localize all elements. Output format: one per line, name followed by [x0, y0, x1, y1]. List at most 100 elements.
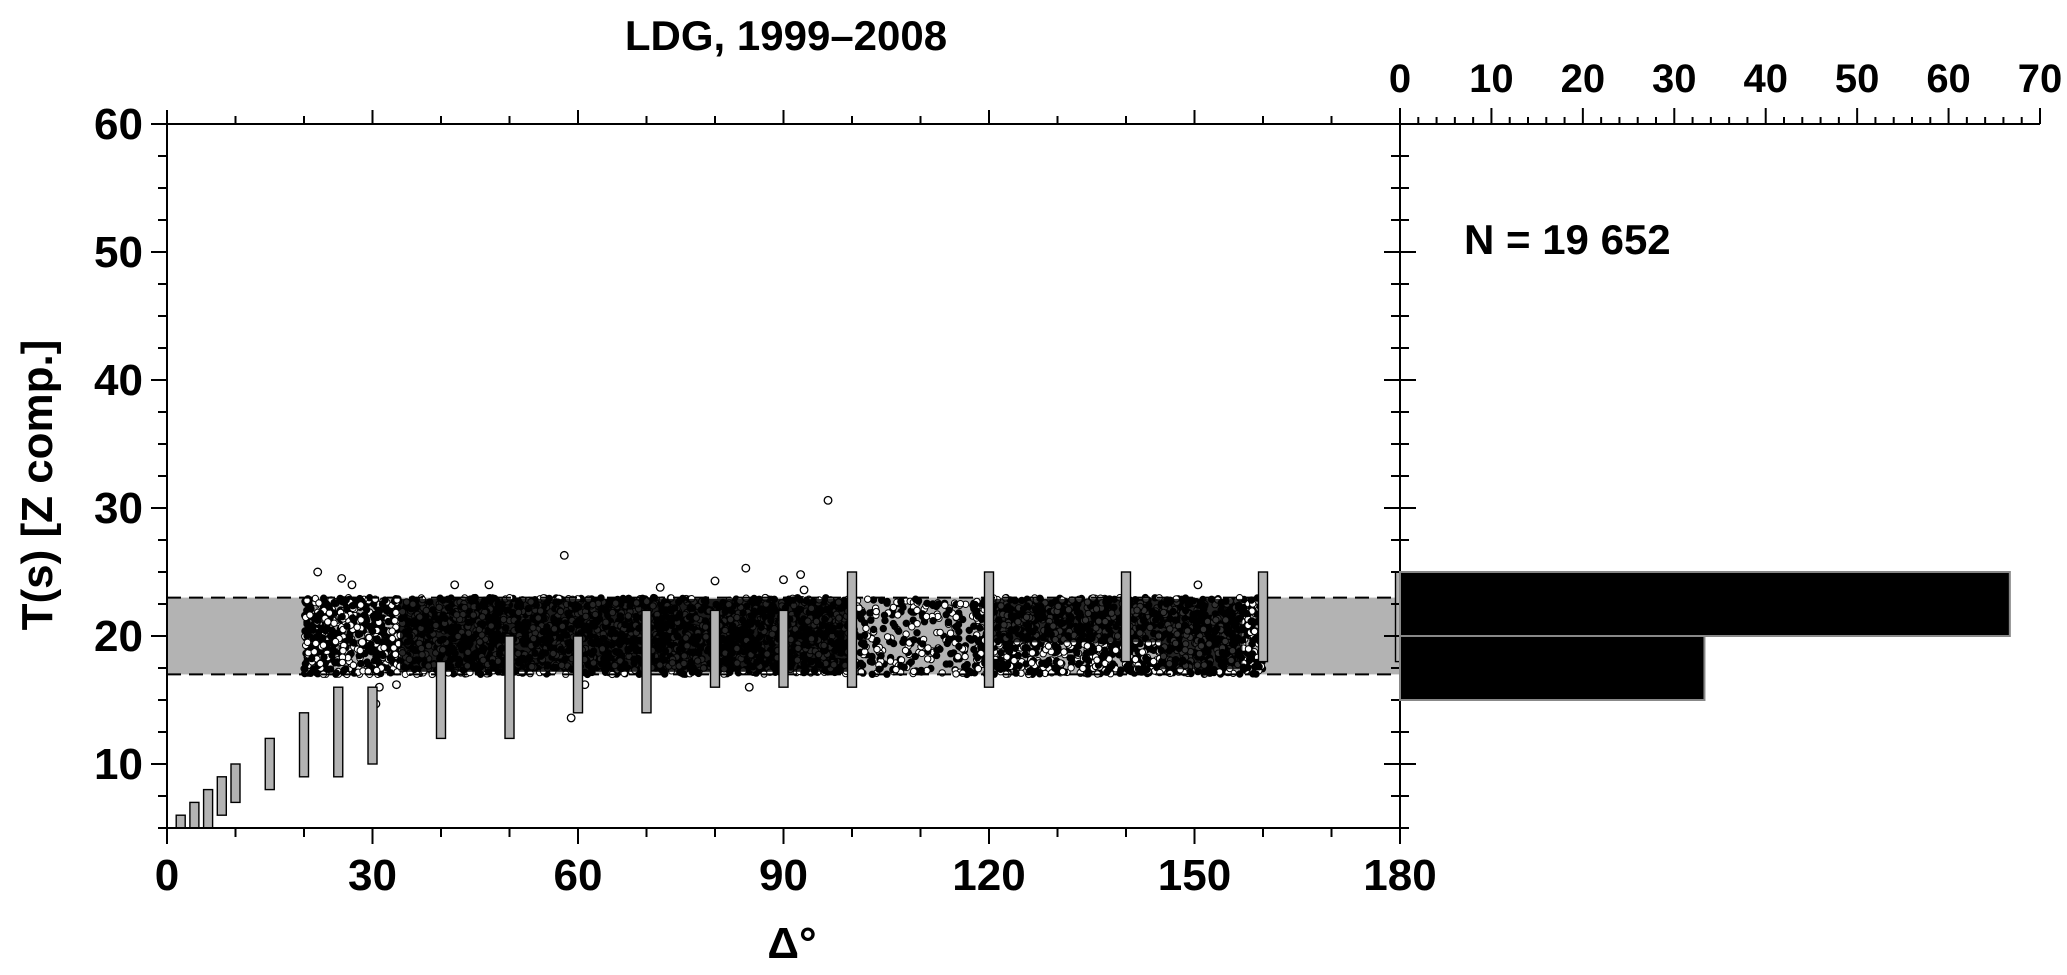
scatter-point: [942, 611, 950, 619]
scatter-point: [883, 633, 892, 641]
scatter-point: [923, 599, 931, 607]
scatter-point: [1021, 650, 1029, 659]
window-bar: [264, 737, 275, 791]
scatter-point: [907, 658, 915, 666]
scatter-point: [860, 631, 869, 639]
scatter-point: [1060, 648, 1068, 656]
scatter-point: [1255, 663, 1263, 671]
scatter-point: [994, 662, 1003, 671]
window-bar: [367, 686, 378, 765]
scatter-point: [315, 599, 323, 607]
scatter-point: [1138, 648, 1147, 656]
scatter-point: [323, 665, 332, 673]
window-bar: [435, 660, 447, 740]
scatter-point: [304, 623, 312, 631]
scatter-point: [324, 618, 332, 626]
scatter-point: [356, 630, 364, 638]
scatter-point: [897, 598, 905, 606]
scatter-core: [1160, 598, 1243, 670]
outlier-point: [566, 713, 576, 723]
scatter-point: [889, 603, 898, 612]
scatter-point: [349, 616, 358, 624]
scatter-point: [380, 626, 388, 634]
scatter-point: [373, 666, 381, 675]
outlier-point: [392, 680, 401, 690]
scatter-point: [965, 626, 973, 634]
scatter-point: [1250, 627, 1259, 636]
scatter-point: [934, 600, 942, 608]
outlier-point: [655, 582, 665, 592]
scatter-point: [313, 669, 321, 677]
scatter-point: [911, 652, 919, 661]
scatter-point: [954, 653, 962, 661]
scatter-point: [357, 616, 365, 624]
scatter-point: [301, 660, 310, 668]
scatter-point: [330, 619, 338, 627]
scatter-point: [313, 612, 321, 620]
x-tick-label: 30: [348, 851, 397, 900]
window-bar: [1120, 571, 1132, 663]
scatter-point: [1045, 656, 1053, 665]
scatter-point: [895, 627, 903, 635]
scatter-point: [880, 611, 889, 619]
outlier-point: [823, 495, 833, 505]
y-tick-label: 30: [94, 484, 143, 533]
outlier-point: [357, 637, 367, 647]
scatter-cloud: [300, 593, 1267, 679]
scatter-point: [384, 617, 392, 626]
scatter-point: [1084, 657, 1093, 665]
x-tick-label: 150: [1158, 851, 1231, 900]
histogram-bar: [1399, 571, 2011, 637]
scatter-point: [319, 641, 328, 649]
x-tick-label: 90: [759, 851, 808, 900]
outlier-point: [559, 550, 569, 560]
scatter-point: [1021, 644, 1029, 652]
outlier-point: [799, 585, 809, 595]
scatter-point: [349, 602, 357, 610]
scatter-point: [856, 611, 865, 619]
window-bar: [709, 609, 721, 688]
scatter-point: [1112, 646, 1120, 654]
scatter-point: [860, 642, 869, 650]
scatter-point: [391, 650, 400, 658]
scatter-point: [873, 645, 881, 654]
scatter-point: [955, 635, 963, 643]
outlier-point: [1193, 580, 1203, 590]
window-bar: [298, 712, 310, 778]
scatter-point: [1083, 642, 1092, 650]
y-tick-label: 40: [94, 356, 143, 405]
x-tick-label: 60: [554, 851, 603, 900]
scatter-point: [331, 637, 340, 646]
scatter-point: [392, 608, 400, 617]
window-bar: [1257, 571, 1269, 663]
scatter-point: [1051, 642, 1059, 650]
outlier-point: [347, 580, 357, 590]
scatter-point: [308, 654, 316, 663]
scatter-point: [307, 605, 315, 613]
scatter-point: [918, 640, 927, 648]
scatter-point: [303, 638, 312, 646]
y-tick-label: 60: [94, 100, 143, 149]
scatter-point: [1123, 662, 1131, 671]
scatter-point: [1093, 656, 1101, 664]
scatter-point: [971, 600, 979, 609]
scatter-point: [946, 660, 954, 668]
scatter-point: [959, 615, 967, 624]
histogram-panel: 0 10 20 30 40 50 60 70: [1389, 57, 2062, 829]
scatter-point: [330, 647, 338, 655]
scatter-point: [944, 636, 953, 644]
x-tick-label: 120: [952, 851, 1025, 900]
outlier-point: [741, 563, 751, 573]
y-tick-label: 50: [94, 228, 143, 277]
scatter-point: [929, 617, 937, 625]
scatter-point: [350, 639, 358, 647]
scatter-point: [955, 642, 963, 651]
scatter-point: [897, 661, 905, 670]
scatter-point: [899, 638, 907, 646]
scatter-point: [1079, 664, 1087, 673]
scatter-point: [952, 613, 960, 621]
scatter-point: [924, 644, 932, 652]
y-tick-label: 20: [94, 612, 143, 661]
scatter-point: [892, 665, 900, 674]
